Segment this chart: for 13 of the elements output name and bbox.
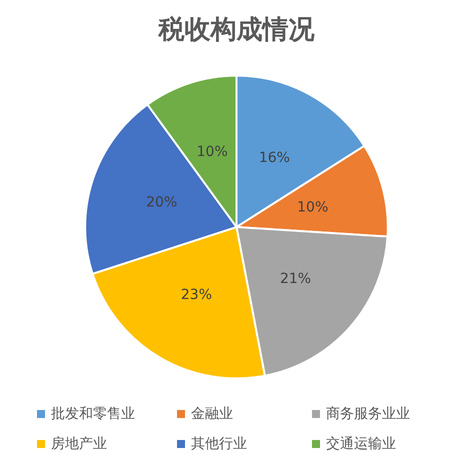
data-label: 10% [196,144,228,160]
data-label: 20% [146,194,178,211]
legend-label: 交通运输业 [326,436,396,452]
legend-label: 批发和零售业 [51,406,135,422]
legend-label: 房地产业 [51,436,107,452]
legend-label: 商务服务业业 [326,406,410,422]
data-label: 16% [258,150,290,166]
legend-label: 其他行业 [191,436,247,452]
data-label: 21% [280,271,312,288]
data-label: 23% [180,286,212,303]
chart-title: 税收构成情况 [158,15,316,45]
legend-label: 金融业 [191,406,233,422]
data-label: 10% [297,199,328,216]
